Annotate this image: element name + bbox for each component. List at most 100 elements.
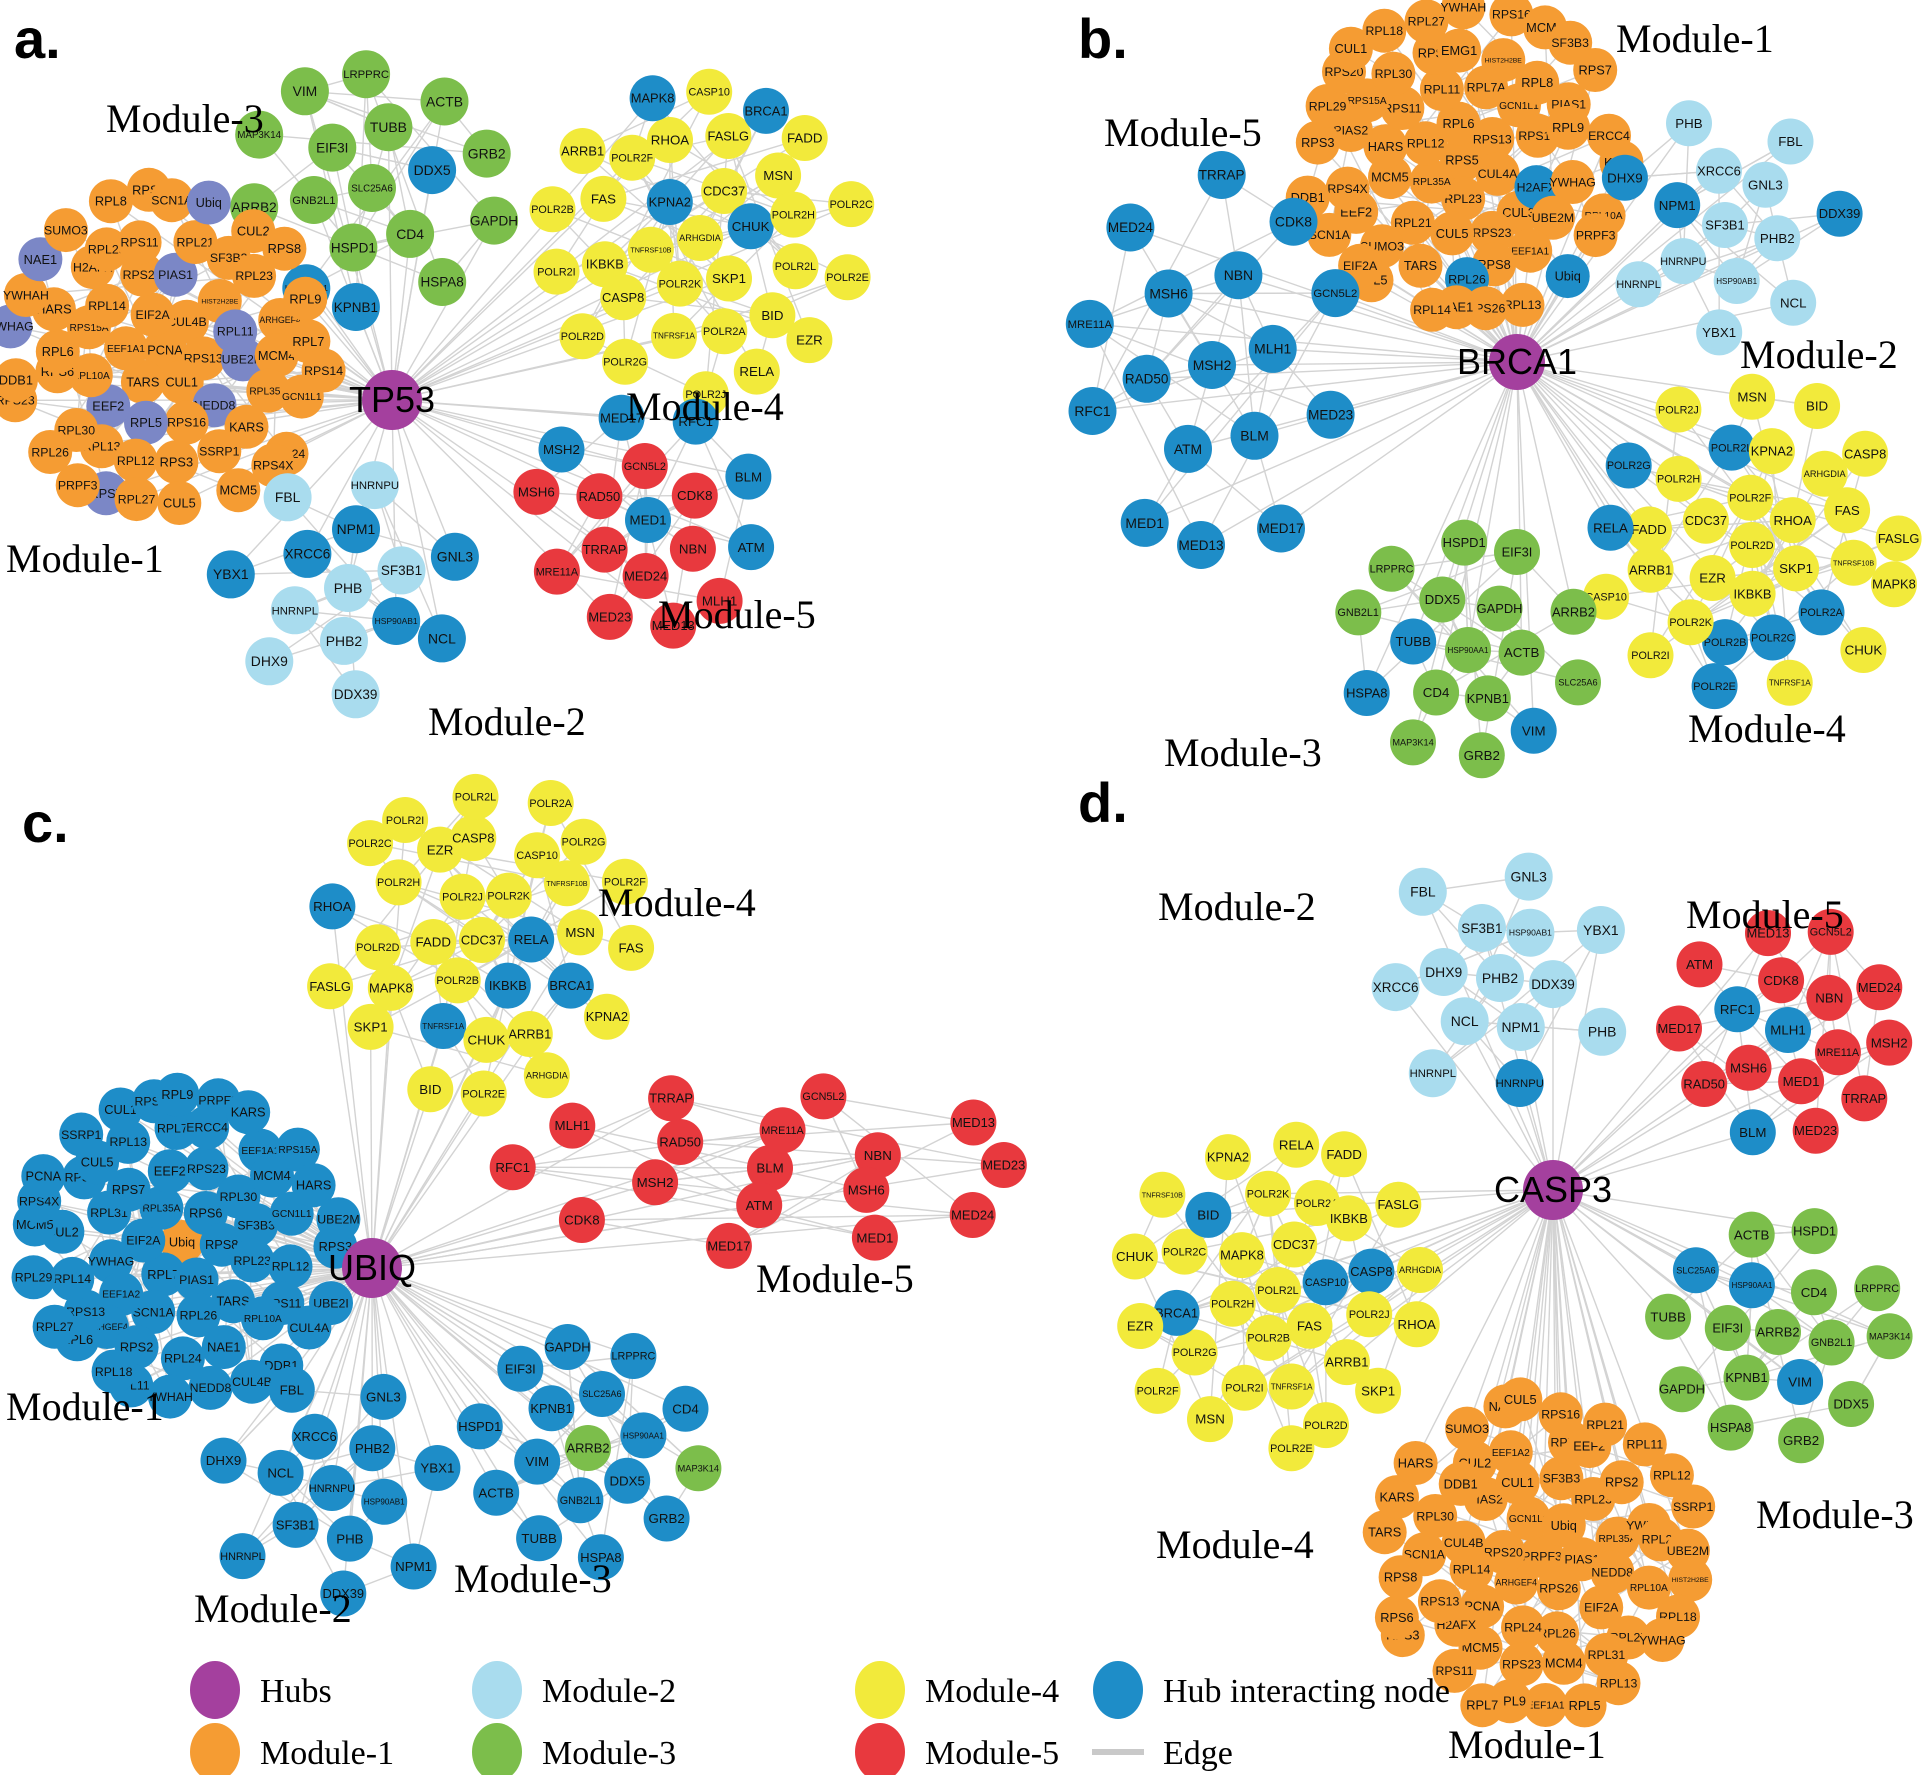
node-ACTB — [1498, 629, 1545, 676]
node-label: RPL26 — [31, 445, 69, 459]
node-label: RPL30 — [1375, 67, 1413, 81]
node-TNFRSF10B — [1830, 539, 1877, 586]
node-label: SUMO3 — [44, 223, 88, 237]
edge — [1366, 361, 1518, 694]
edge — [566, 1346, 582, 1501]
node-MAP3K14 — [675, 1445, 722, 1492]
node-label: RPL11 — [1626, 1438, 1663, 1452]
node-label: RPL10A — [72, 371, 110, 382]
node-RPL12 — [268, 1244, 313, 1289]
node-label: HNRNPL — [1616, 279, 1660, 291]
node-label: POLR2G — [603, 356, 647, 368]
node-CHUK — [1840, 627, 1887, 673]
node-label: POLR2C — [1751, 632, 1794, 644]
node-POLR2H — [1655, 455, 1702, 502]
node-label: KPNA2 — [649, 194, 691, 209]
node-label: MED23 — [1794, 1123, 1837, 1138]
node-FADD — [781, 115, 828, 161]
node-label: POLR2L — [1257, 1285, 1298, 1297]
node-FADD — [1626, 506, 1672, 553]
node-label: RPL10A — [244, 1314, 282, 1325]
node-label: HARS — [296, 1178, 332, 1193]
node-RPL6 — [35, 329, 80, 374]
node-label: GNB2L1 — [560, 1495, 601, 1507]
node-EEF1A2 — [1488, 1430, 1533, 1475]
node-RHOA — [1769, 497, 1816, 544]
node-label: BLM — [1240, 428, 1269, 444]
node-YBX1 — [414, 1445, 461, 1491]
node-label: POLR2K — [487, 890, 530, 902]
node-XRCC6 — [283, 529, 332, 578]
node-VIM — [1510, 707, 1557, 754]
node-label: NPM1 — [337, 521, 376, 537]
node-EIF3I — [308, 123, 357, 172]
node-RPL8 — [88, 179, 133, 224]
node-label: HSP90AB1 — [375, 616, 418, 626]
node-PHB — [1666, 100, 1712, 147]
node-FASLG — [1375, 1181, 1422, 1228]
node-ARRB2 — [565, 1425, 611, 1471]
node-label: PHB — [334, 580, 363, 596]
node-GCN5L2 — [621, 443, 668, 489]
node-label: CUL1 — [1501, 1475, 1534, 1490]
node-label: RPS4X — [19, 1194, 59, 1208]
node-YWHAH — [148, 1374, 192, 1419]
node-label: NEDD8 — [1591, 1565, 1633, 1579]
module-label: Module-4 — [1688, 706, 1846, 751]
node-label: RPL7 — [292, 334, 324, 349]
node-MAPK8 — [1871, 561, 1917, 608]
module-label: Module-1 — [1448, 1722, 1606, 1767]
node-label: TRRAP — [1199, 168, 1245, 183]
edge — [371, 1267, 568, 1348]
node-RFC1 — [1068, 387, 1117, 435]
edge — [1422, 891, 1554, 1191]
edge — [370, 1026, 547, 1076]
legend-label: Module-3 — [542, 1735, 676, 1772]
node-label: NBN — [1224, 267, 1253, 283]
node-label: ARRB1 — [1629, 562, 1672, 577]
node-PRPF3 — [1573, 213, 1618, 258]
node-HARS — [1363, 124, 1408, 169]
module-label: Module-4 — [1156, 1522, 1314, 1567]
node-label: RPL31 — [1588, 1648, 1626, 1662]
node-label: POLR2D — [1304, 1420, 1347, 1432]
node-label: RPL9 — [289, 291, 321, 306]
node-CDC37 — [459, 917, 505, 963]
node-label: PRPF3 — [1576, 228, 1616, 242]
node-label: UBE2I — [313, 1296, 349, 1310]
node-RPL21 — [1390, 200, 1435, 245]
node-label: YWHAG — [1639, 1633, 1685, 1647]
node-label: SF3B3 — [237, 1218, 275, 1232]
node-label: RPS16 — [167, 416, 206, 430]
node-RPS11 — [1432, 1648, 1477, 1693]
node-CD4 — [386, 209, 435, 258]
node-SLC25A6 — [579, 1371, 625, 1417]
node-label: SF3B1 — [381, 563, 422, 578]
node-RAD50 — [576, 473, 623, 520]
node-MED13 — [1177, 521, 1225, 569]
node-RPL35A — [246, 368, 291, 413]
node-MRE11A — [533, 548, 580, 595]
node-ATM — [1676, 941, 1723, 988]
node-label: PIAS1 — [1565, 1552, 1600, 1566]
module-label: Module-2 — [1158, 884, 1316, 929]
node-label: EEF1A2 — [102, 1290, 140, 1301]
node-label: TARS — [1404, 258, 1437, 273]
node-HNRNPU — [1495, 1059, 1544, 1107]
node-Ubiq — [1545, 254, 1590, 299]
node-POLR2J — [1655, 386, 1702, 433]
node-RPS13 — [1470, 117, 1515, 161]
edge — [371, 1267, 439, 1469]
edge — [387, 127, 393, 401]
node-label: DDX39 — [334, 687, 378, 702]
node-label: HIST2H2BE — [1485, 58, 1522, 65]
edge — [1464, 876, 1530, 1022]
node-label: SKP1 — [1361, 1383, 1395, 1398]
node-label: POLR2A — [703, 326, 746, 338]
module-label: Module-2 — [1740, 332, 1898, 377]
node-label: CDK8 — [677, 488, 712, 503]
node-label: RPL23 — [1574, 1492, 1612, 1506]
edge — [371, 1267, 603, 1395]
node-label: ARHGEF4 — [1495, 1578, 1537, 1588]
node-label: RPL24 — [1504, 1621, 1542, 1635]
